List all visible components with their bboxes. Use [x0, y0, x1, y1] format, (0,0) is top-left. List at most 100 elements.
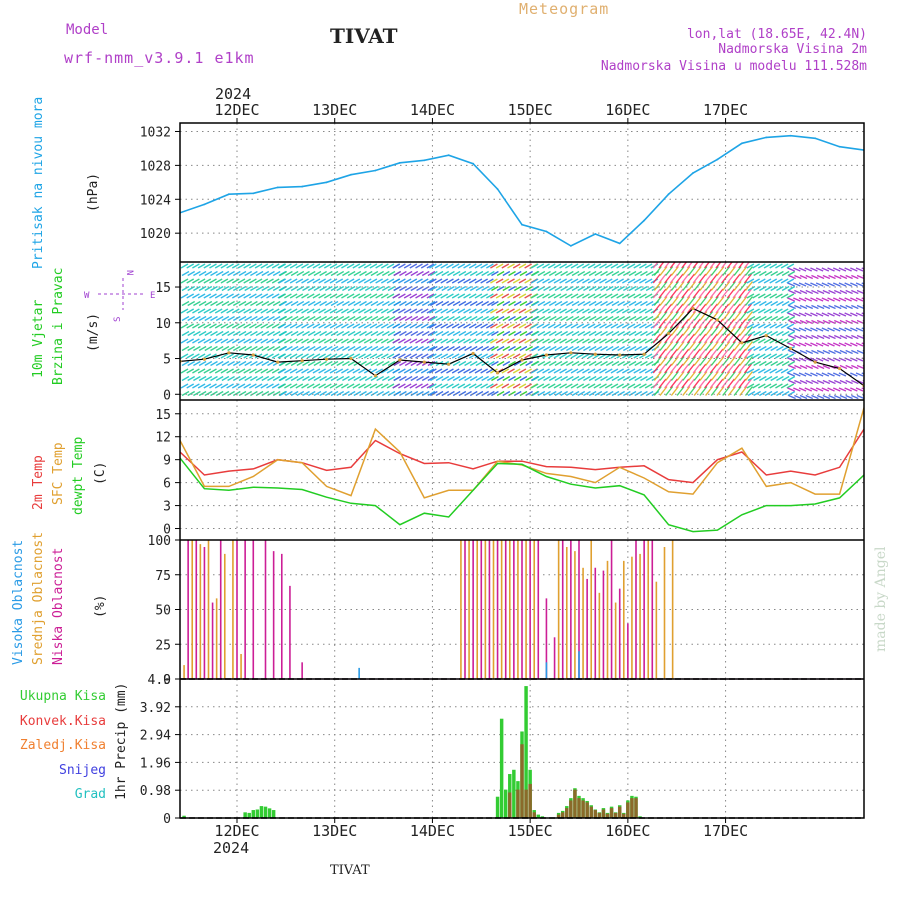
compass-w: W — [84, 291, 90, 301]
plot-frame — [179, 122, 865, 819]
pressure-point — [667, 193, 670, 196]
convective-rain-bar — [524, 789, 528, 818]
ytick-label-cloud_cover-4: 100 — [148, 534, 171, 549]
legend-freezing-rain: Zaledj.Kisa — [20, 738, 106, 753]
total-rain-bar — [638, 816, 642, 818]
wind-speed-point — [837, 366, 842, 371]
total-rain-bar — [512, 769, 516, 818]
total-rain-bar — [182, 815, 186, 818]
total-rain-bar — [251, 810, 256, 818]
pressure-point — [569, 244, 572, 247]
pressure-point — [838, 145, 841, 148]
ytick-label-wind-0: 0 — [163, 388, 171, 403]
wind-compass: N S W E — [84, 270, 155, 322]
day-label-top-5: 17DEC — [703, 101, 748, 119]
wind-speed-point — [422, 360, 426, 364]
wind-speed-point — [544, 353, 549, 357]
model-label: Model — [66, 22, 108, 38]
wind-speed-point — [471, 351, 475, 356]
wind-speed-point — [715, 318, 720, 322]
pressure-point — [350, 173, 352, 176]
pressure-point — [398, 161, 401, 164]
wind-speed-point — [300, 359, 304, 363]
ytick-label-precipitation-2: 1.96 — [140, 756, 171, 771]
year-top: 2024 — [215, 85, 251, 103]
convective-rain-bar — [565, 808, 569, 818]
lonlat-label: lon,lat (18.65E, 42.4N) — [687, 27, 867, 42]
ytick-label-pressure-0: 1020 — [140, 227, 171, 242]
pressure-point — [643, 219, 646, 222]
total-rain-bar — [263, 806, 268, 818]
wind-speed-point — [324, 357, 329, 361]
wind-speed-point — [251, 353, 255, 357]
ytick-label-cloud_cover-2: 50 — [155, 604, 171, 619]
wind-speed-point — [202, 357, 207, 361]
convective-rain-bar — [573, 789, 577, 818]
wind-unit: (m/s) — [86, 313, 101, 352]
convective-rain-bar — [609, 808, 614, 818]
ytick-label-temperature-1: 3 — [163, 500, 171, 515]
meteogram-label: Meteogram — [519, 0, 609, 18]
convective-rain-bar — [585, 802, 589, 818]
total-rain-bar — [503, 789, 508, 818]
ytick-label-cloud_cover-3: 75 — [155, 569, 171, 584]
pressure-point — [252, 192, 255, 195]
ytick-label-precipitation-0: 0 — [163, 812, 171, 827]
legend-hail: Grad — [75, 787, 106, 802]
credit-label: made by Angel — [873, 546, 889, 652]
pressure-point — [472, 162, 475, 165]
total-rain-bar — [540, 816, 545, 818]
day-label-top-2: 14DEC — [410, 101, 455, 119]
pressure-point — [521, 223, 523, 226]
station-title: TIVAT — [330, 24, 398, 48]
precip-unit: 1hr Precip (mm) — [114, 683, 129, 800]
compass-s: S — [113, 317, 123, 322]
temp-title-dewpt: dewpt Temp — [71, 437, 86, 515]
convective-rain-bar — [589, 806, 593, 818]
wind-speed-point — [593, 352, 597, 356]
ytick-label-cloud_cover-1: 25 — [155, 638, 171, 653]
total-rain-bar — [259, 806, 264, 818]
total-rain-bar — [255, 809, 260, 818]
wind-speed-point — [227, 351, 231, 355]
convective-rain-bar — [601, 809, 606, 818]
pressure-point — [789, 134, 792, 137]
convective-rain-bar — [622, 813, 626, 818]
ytick-label-pressure-1: 1024 — [140, 193, 171, 208]
day-label-top-1: 13DEC — [312, 101, 357, 119]
wind-speed-point — [495, 371, 500, 375]
convective-rain-bar — [577, 798, 581, 818]
convective-rain-bar — [617, 806, 622, 818]
cloud-unit: (%) — [93, 595, 108, 618]
convective-rain-bar — [528, 783, 532, 818]
day-label-bottom-0: 12DEC — [214, 822, 259, 840]
pressure-point — [447, 154, 450, 157]
wind-speed-point — [789, 346, 793, 351]
ytick-label-precipitation-5: 4.9 — [148, 673, 171, 688]
wind-speed-point — [569, 351, 573, 355]
pressure-point — [496, 188, 499, 191]
pressure-point — [716, 158, 719, 161]
ytick-label-temperature-3: 9 — [163, 454, 171, 469]
convective-rain-bar — [508, 792, 512, 818]
wind-speed-point — [276, 360, 280, 364]
convective-rain-bar — [516, 789, 520, 818]
convective-rain-bar — [613, 812, 618, 818]
pressure-point — [545, 230, 548, 233]
model-elevation-label: Nadmorska Visina u modelu 111.528m — [601, 59, 867, 74]
wind-speed-point — [447, 362, 451, 366]
pressure-point — [765, 136, 768, 139]
convective-rain-bar — [597, 812, 602, 818]
wind-speed-point — [813, 360, 817, 364]
day-label-top-4: 16DEC — [605, 101, 650, 119]
wind-speed-point — [740, 341, 744, 345]
convective-rain-bar — [520, 744, 524, 818]
total-rain-bar — [247, 812, 251, 818]
pressure-point — [423, 159, 426, 162]
temp-title-2m: 2m Temp — [31, 455, 46, 510]
total-rain-bar — [243, 812, 247, 818]
day-label-bottom-5: 17DEC — [703, 822, 748, 840]
pressure-point — [276, 186, 279, 189]
temp-unit: (C) — [93, 462, 108, 485]
